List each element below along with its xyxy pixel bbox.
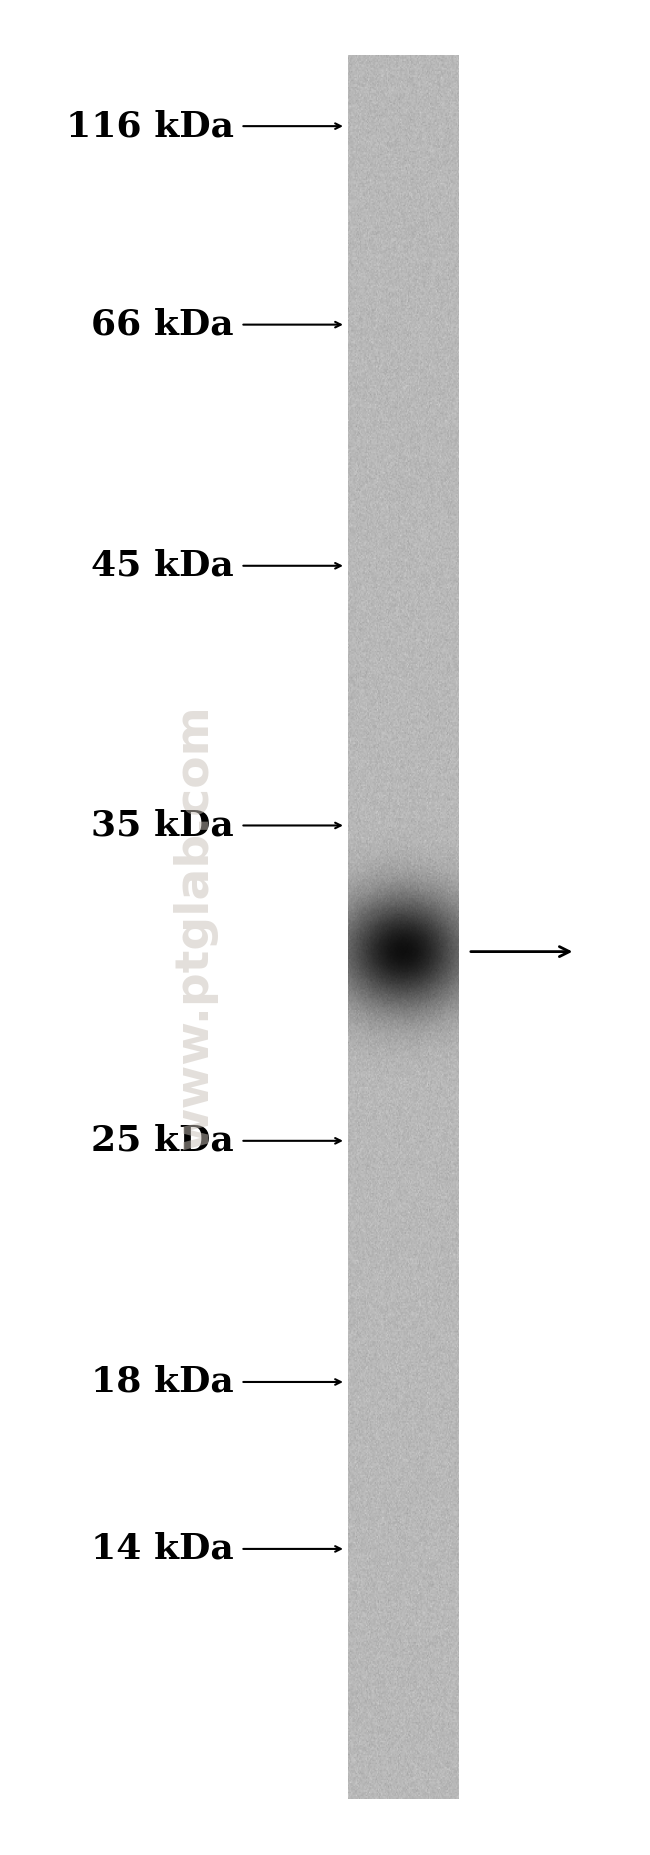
Text: 66 kDa: 66 kDa bbox=[92, 308, 234, 341]
Text: 14 kDa: 14 kDa bbox=[91, 1532, 234, 1566]
Text: 18 kDa: 18 kDa bbox=[91, 1365, 234, 1399]
Text: 25 kDa: 25 kDa bbox=[91, 1124, 234, 1158]
Text: www.ptglab.com: www.ptglab.com bbox=[172, 705, 218, 1150]
Text: 45 kDa: 45 kDa bbox=[91, 549, 234, 582]
Text: 35 kDa: 35 kDa bbox=[91, 809, 234, 842]
Text: 116 kDa: 116 kDa bbox=[66, 109, 234, 143]
